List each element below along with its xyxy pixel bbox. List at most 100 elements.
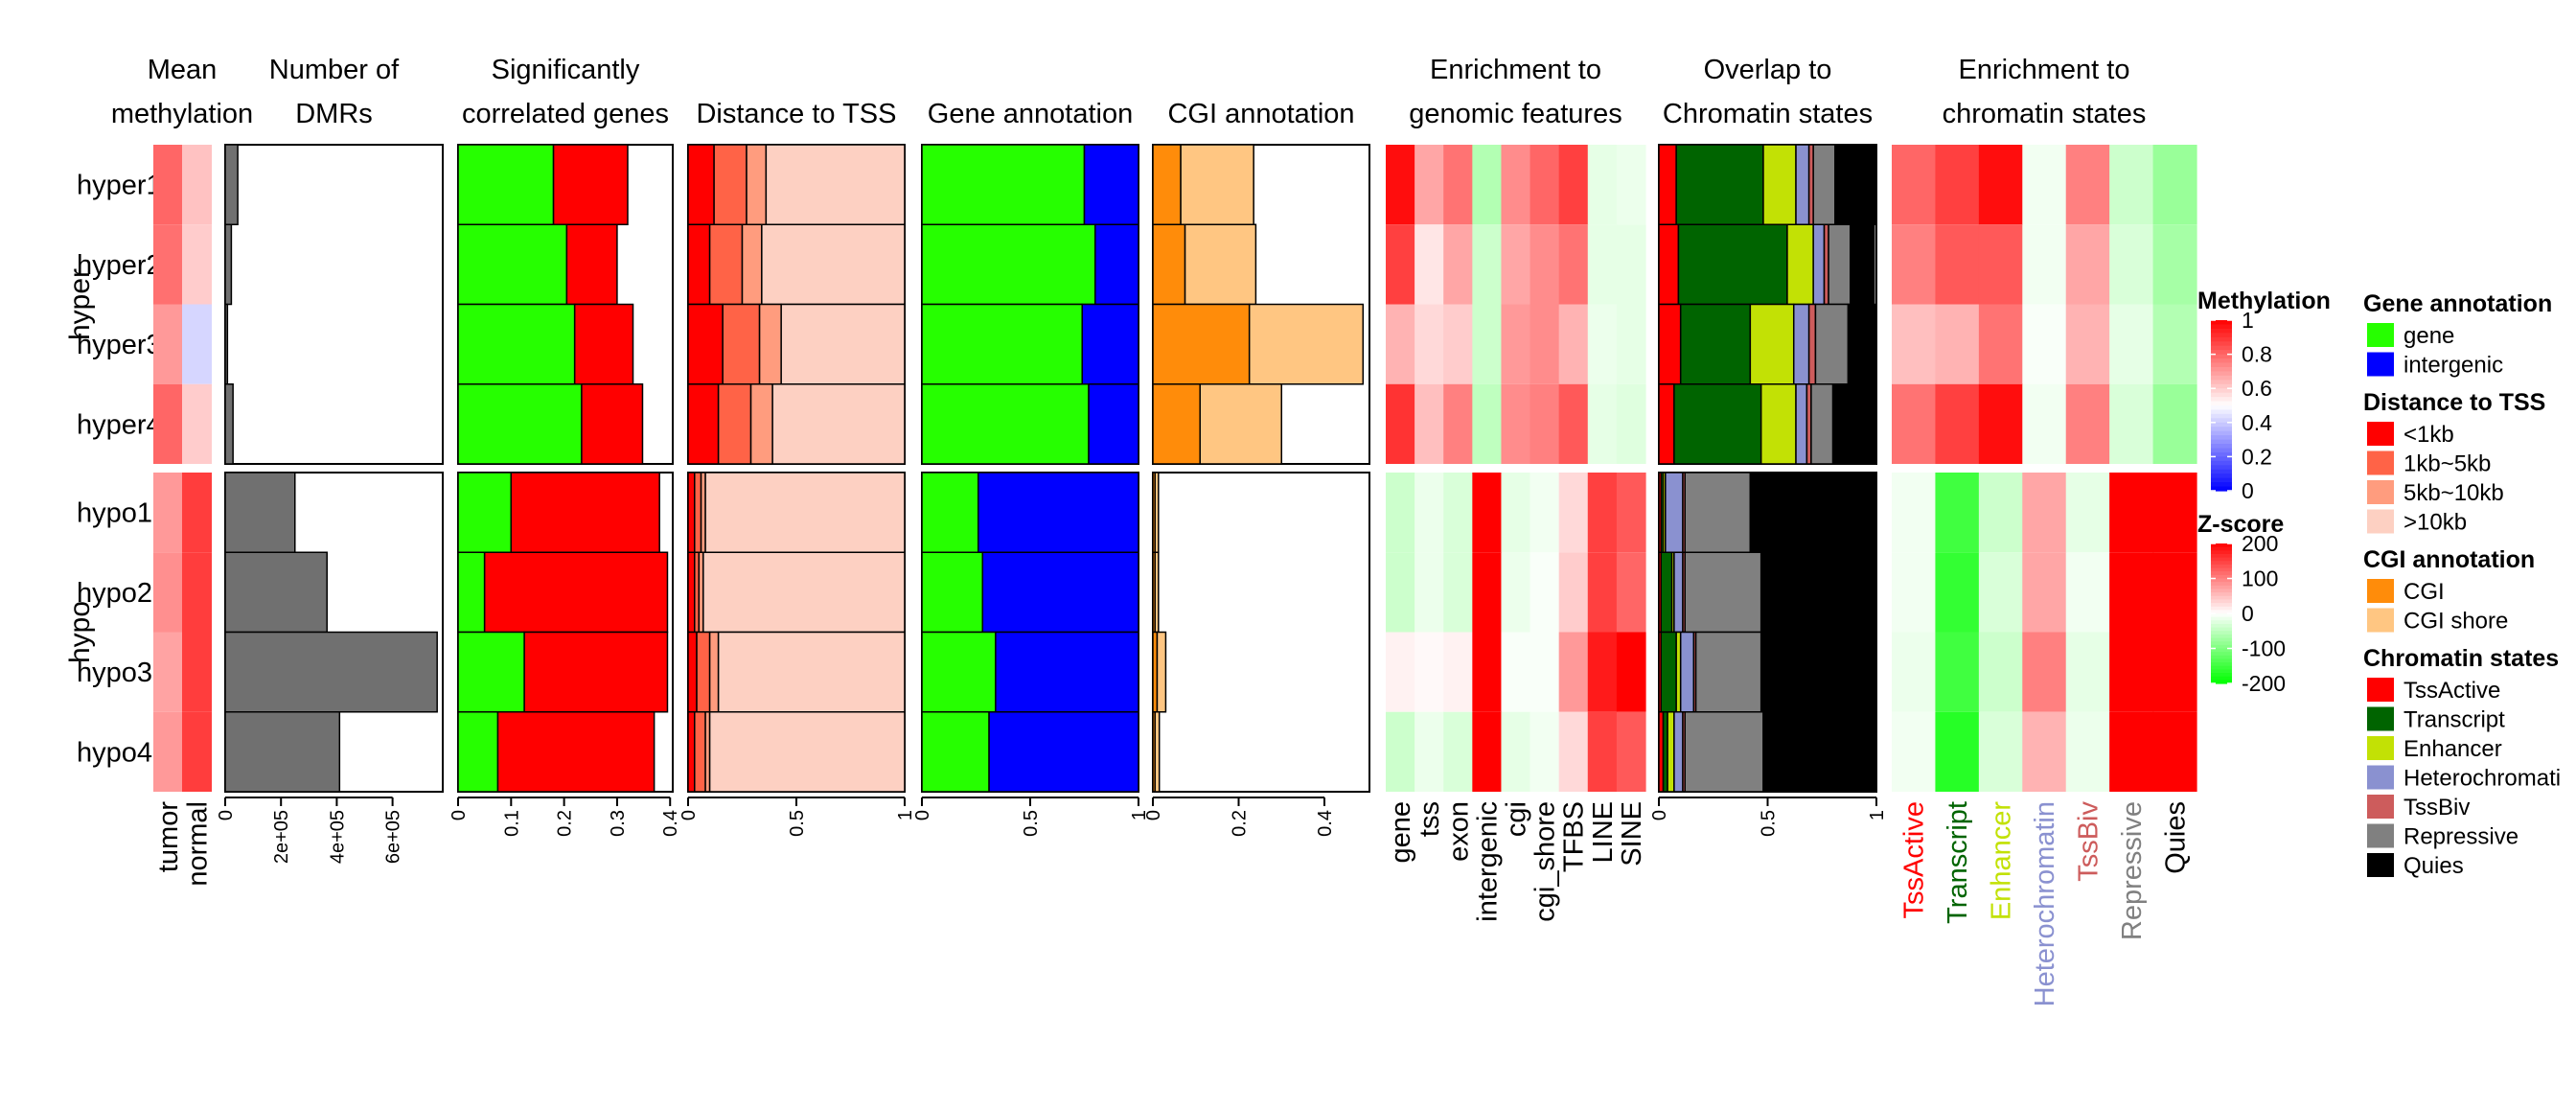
enrichment-to-genomic-features-col-label: tss	[1414, 801, 1445, 837]
methylation-legend-tick-label: 1	[2242, 308, 2254, 333]
gene-annotation-bar-intergenic	[1083, 144, 1139, 225]
methylation-legend-swatch	[2211, 383, 2232, 389]
gene-annotation-legend-label: intergenic	[2404, 353, 2503, 379]
zscore-legend-swatch	[2211, 574, 2232, 580]
enrichment-to-genomic-features-cell	[1443, 145, 1473, 225]
methylation-legend-swatch	[2211, 427, 2232, 432]
number-of-dmrs-bar	[224, 631, 438, 713]
chromatin-states-legend-label: TssBiv	[2404, 795, 2470, 820]
enrichment-to-chromatin-states-cell	[1935, 145, 1980, 225]
enrichment-to-chromatin-states-cell	[2109, 224, 2154, 305]
enrichment-to-chromatin-states-cell	[1935, 552, 1980, 633]
overlap-to-chromatin-states-bar-transcript	[1660, 551, 1673, 634]
overlap-to-chromatin-states-bar-transcript	[1675, 144, 1764, 225]
methylation-legend-swatch	[2211, 474, 2232, 479]
enrichment-to-genomic-features-cell	[1386, 145, 1415, 225]
enrichment-to-chromatin-states-cell	[2065, 632, 2110, 712]
chromatin-states-legend-label: TssActive	[2404, 678, 2500, 704]
zscore-legend-swatch	[2211, 676, 2232, 681]
enrichment-to-chromatin-states-cell	[2152, 383, 2197, 464]
distance-to-tss-bar-5kb-10kb	[741, 223, 763, 306]
gene-annotation-tick-label: 0.5	[1021, 810, 1042, 837]
distance-to-tss-bar-1kb-5kb	[694, 711, 706, 793]
enrichment-to-chromatin-states-cell	[2022, 552, 2067, 633]
distance-to-tss-bar-1kb-5kb	[694, 472, 702, 553]
enrichment-to-genomic-features-cell	[1530, 552, 1560, 633]
enrichment-to-genomic-features-cell	[1414, 304, 1444, 384]
distance-to-tss-bar--10kb	[761, 223, 906, 306]
methylation-legend-swatch	[2211, 451, 2232, 457]
overlap-to-chromatin-states-bar-quies	[1831, 383, 1877, 465]
distance-to-tss-bar--10kb	[765, 144, 906, 225]
enrichment-to-chromatin-states-title: Enrichment to	[1959, 55, 2130, 85]
overlap-to-chromatin-states-tick-label: 0.5	[1759, 810, 1780, 837]
significantly-correlated-genes-bar-gene	[457, 144, 555, 225]
distance-to-tss-bar--10kb	[771, 383, 906, 465]
zscore-legend-tick-label: -200	[2242, 671, 2286, 696]
enrichment-to-genomic-features-cell	[1443, 711, 1473, 792]
methylation-legend-swatch	[2211, 401, 2232, 406]
enrichment-to-genomic-features-cell	[1501, 552, 1531, 633]
distance-to-tss-bar-1kb-5kb	[708, 223, 744, 306]
methylation-legend-swatch	[2211, 430, 2232, 436]
cgi-annotation-bar-cgi-shore	[1154, 711, 1161, 793]
enrichment-to-genomic-features-cell	[1530, 632, 1560, 712]
methylation-legend-swatch	[2211, 435, 2232, 441]
methylation-legend-swatch	[2211, 486, 2232, 492]
distance-to-tss-bar--1kb	[687, 144, 715, 225]
enrichment-to-chromatin-states-cell	[2065, 473, 2110, 553]
cgi-annotation-bar-cgi-shore	[1154, 551, 1160, 634]
zscore-legend-swatch	[2211, 595, 2232, 600]
gene-annotation-bar-intergenic	[1088, 383, 1139, 465]
enrichment-to-chromatin-states-cell	[2152, 552, 2197, 633]
significantly-correlated-genes-bar-gene	[457, 551, 486, 634]
enrichment-to-genomic-features-cell	[1530, 224, 1560, 305]
enrichment-to-genomic-features-cell	[1558, 711, 1589, 792]
methylation-legend-swatch	[2211, 469, 2232, 474]
zscore-legend-swatch	[2211, 613, 2232, 618]
cgi-annotation-bar-cgi	[1152, 303, 1251, 385]
cgi-annotation-legend-label: CGI shore	[2404, 609, 2508, 635]
overlap-to-chromatin-states-bar-tssbiv	[1807, 303, 1817, 385]
distance-to-tss-bar-1kb-5kb	[713, 144, 748, 225]
gene-annotation-bar-gene	[921, 711, 990, 793]
overlap-to-chromatin-states-tick-label: 1	[1867, 810, 1888, 820]
enrichment-to-genomic-features-cell	[1472, 632, 1503, 712]
enrichment-to-chromatin-states-cell	[2109, 383, 2154, 464]
enrichment-to-genomic-features-cell	[1501, 304, 1531, 384]
cgi-annotation-bar-cgi-shore	[1154, 472, 1160, 553]
cgi-annotation-bar-cgi	[1152, 383, 1201, 465]
row-label-hyper3: hyper3	[77, 330, 162, 360]
row-label-hypo3: hypo3	[77, 658, 152, 688]
cgi-annotation-bar-cgi	[1152, 144, 1182, 225]
overlap-to-chromatin-states-bar-quies	[1749, 472, 1877, 553]
mean-methylation-cell	[153, 632, 182, 712]
overlap-to-chromatin-states-bar-enhancer	[1760, 383, 1797, 465]
zscore-legend-swatch	[2211, 589, 2232, 593]
gene-annotation-bar-intergenic	[1094, 223, 1139, 306]
enrichment-to-chromatin-states-cell	[2022, 383, 2067, 464]
cgi-annotation-bar-cgi	[1152, 223, 1186, 306]
enrichment-to-genomic-features-cell	[1386, 552, 1415, 633]
dist-tss-legend-label: >10kb	[2404, 510, 2467, 536]
enrichment-to-chromatin-states-cell	[1978, 224, 2023, 305]
enrichment-to-genomic-features-cell	[1558, 473, 1589, 553]
mean-methylation-cell	[153, 552, 182, 633]
chromatin-states-legend-label: Quies	[2404, 853, 2464, 879]
overlap-to-chromatin-states-bar-heterochromatin	[1665, 472, 1684, 553]
enrichment-to-genomic-features-cell	[1616, 552, 1646, 633]
zscore-legend-swatch	[2211, 553, 2232, 559]
zscore-legend-swatch	[2211, 673, 2232, 678]
overlap-to-chromatin-states-bar-heterochromatin	[1792, 303, 1810, 385]
zscore-legend-swatch	[2211, 599, 2232, 604]
overlap-to-chromatin-states-bar-heterochromatin	[1812, 223, 1826, 306]
zscore-legend-swatch	[2211, 582, 2232, 587]
enrichment-to-chromatin-states-col-label: Transcript	[1943, 801, 1973, 924]
cgi-annotation-frame	[1152, 472, 1370, 793]
zscore-legend-swatch	[2211, 610, 2232, 614]
zscore-legend-swatch	[2211, 652, 2232, 657]
enrichment-to-chromatin-states-cell	[1892, 304, 1937, 384]
significantly-correlated-genes-bar-intergenic	[483, 551, 669, 634]
enrichment-to-genomic-features-cell	[1501, 145, 1531, 225]
enrichment-to-genomic-features-cell	[1530, 711, 1560, 792]
